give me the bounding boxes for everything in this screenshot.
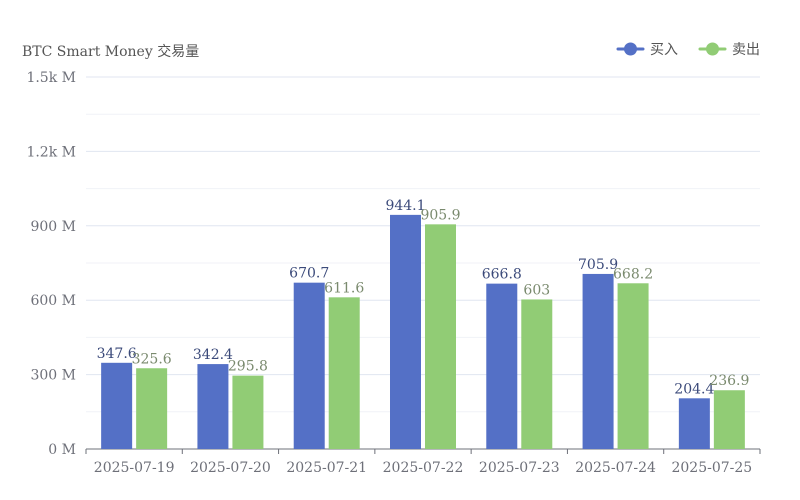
data-label: 347.6 — [97, 346, 137, 362]
bar-buy[interactable] — [293, 282, 325, 449]
bar-sell[interactable] — [232, 375, 264, 449]
data-label: 944.1 — [385, 198, 425, 214]
legend-label: 卖出 — [732, 42, 760, 58]
y-tick-label: 1.2k M — [26, 144, 76, 160]
data-labels: 347.6 342.4 670.7 944.1 666.8 705.9 204.4 325.6… — [97, 198, 750, 397]
y-axis-title: BTC Smart Money 交易量 — [22, 43, 199, 60]
data-label: 905.9 — [420, 207, 460, 223]
x-tick-label: 2025-07-22 — [383, 460, 464, 476]
y-tick-label: 600 M — [30, 293, 76, 309]
data-label: 705.9 — [578, 257, 618, 273]
bar-buy[interactable] — [582, 273, 614, 449]
data-label: 666.8 — [482, 267, 522, 283]
legend-label: 买入 — [650, 42, 678, 58]
bar-buy[interactable] — [678, 398, 710, 449]
y-tick-label: 300 M — [30, 368, 76, 384]
legend[interactable]: 买入 卖出 — [616, 42, 760, 58]
x-tick-label: 2025-07-21 — [286, 460, 367, 476]
bar-sell[interactable] — [328, 297, 360, 449]
y-tick-label: 900 M — [30, 219, 76, 235]
bar-buy[interactable] — [486, 283, 518, 449]
bar-buy[interactable] — [390, 214, 421, 449]
y-tick-label: 1.5k M — [26, 70, 76, 86]
x-tick-label: 2025-07-19 — [94, 460, 175, 476]
bar-sell[interactable] — [425, 224, 456, 449]
data-label: 611.6 — [324, 280, 364, 296]
bar-sell[interactable] — [136, 368, 168, 449]
bar-buy[interactable] — [101, 362, 133, 449]
grid-lines — [86, 76, 760, 413]
bar-buy[interactable] — [197, 364, 229, 449]
x-tick-label: 2025-07-25 — [671, 460, 752, 476]
legend-item[interactable]: 卖出 — [698, 42, 760, 58]
y-tick-label: 0 M — [48, 442, 76, 458]
x-tick-label: 2025-07-20 — [190, 460, 271, 476]
x-axis: 2025-07-19 2025-07-20 2025-07-21 2025-07-22… — [85, 448, 761, 476]
bar-sell[interactable] — [521, 299, 553, 449]
data-label: 603 — [523, 282, 550, 298]
data-label: 295.8 — [228, 359, 268, 375]
data-label: 204.4 — [674, 381, 714, 397]
legend-marker — [706, 42, 719, 56]
bars — [101, 214, 745, 449]
legend-marker — [624, 42, 637, 56]
data-label: 236.9 — [709, 373, 749, 389]
x-tick-label: 2025-07-23 — [479, 460, 560, 476]
data-label: 668.2 — [613, 266, 653, 282]
data-label: 325.6 — [132, 351, 172, 367]
bar-sell[interactable] — [617, 283, 649, 449]
y-axis-ticks: 0 M 300 M 600 M 900 M 1.2k M 1.5k M — [26, 70, 76, 458]
legend-item[interactable]: 买入 — [616, 42, 678, 58]
x-tick-label: 2025-07-24 — [575, 460, 656, 476]
data-label: 342.4 — [193, 347, 233, 363]
data-label: 670.7 — [289, 266, 329, 282]
bar-sell[interactable] — [713, 390, 745, 449]
